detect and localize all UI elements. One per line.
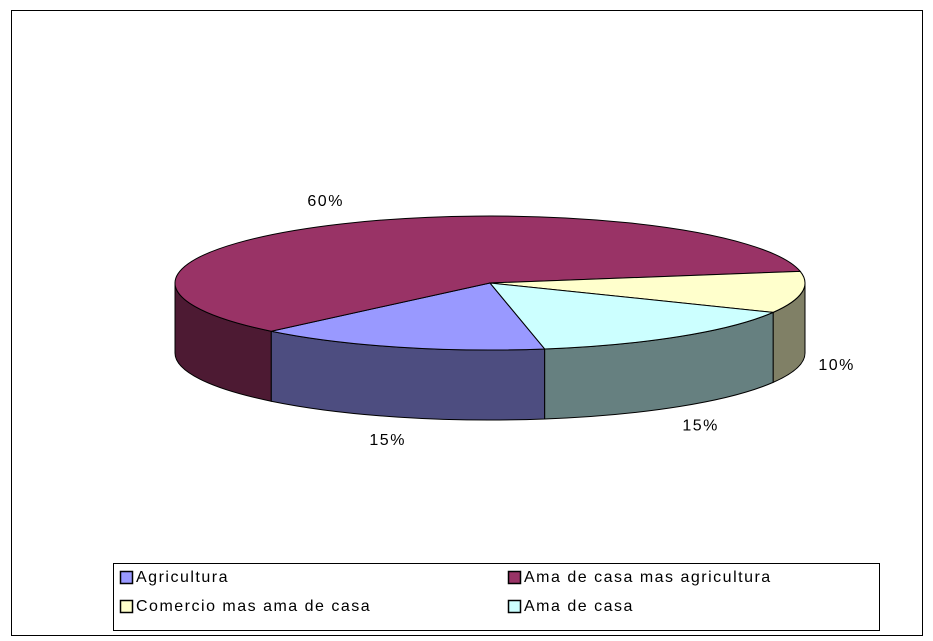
- data-label: 60%: [307, 193, 344, 210]
- legend-label: Agricultura: [136, 569, 229, 586]
- legend-label: Ama de casa mas agricultura: [524, 569, 772, 586]
- legend-swatch: [507, 570, 522, 585]
- legend-swatch: [507, 599, 522, 614]
- legend-box: [113, 563, 880, 631]
- pie-slice: [174, 215, 802, 332]
- pie-slice: [488, 282, 776, 350]
- data-label: 15%: [369, 432, 406, 449]
- legend-swatch: [119, 570, 134, 585]
- data-label: 15%: [682, 418, 719, 435]
- data-label: 10%: [818, 357, 855, 374]
- pie-slice: [489, 270, 806, 313]
- pie-slice: [271, 282, 546, 351]
- legend-label: Comercio mas ama de casa: [136, 598, 371, 615]
- legend-swatch: [119, 599, 134, 614]
- legend-label: Ama de casa: [524, 598, 634, 615]
